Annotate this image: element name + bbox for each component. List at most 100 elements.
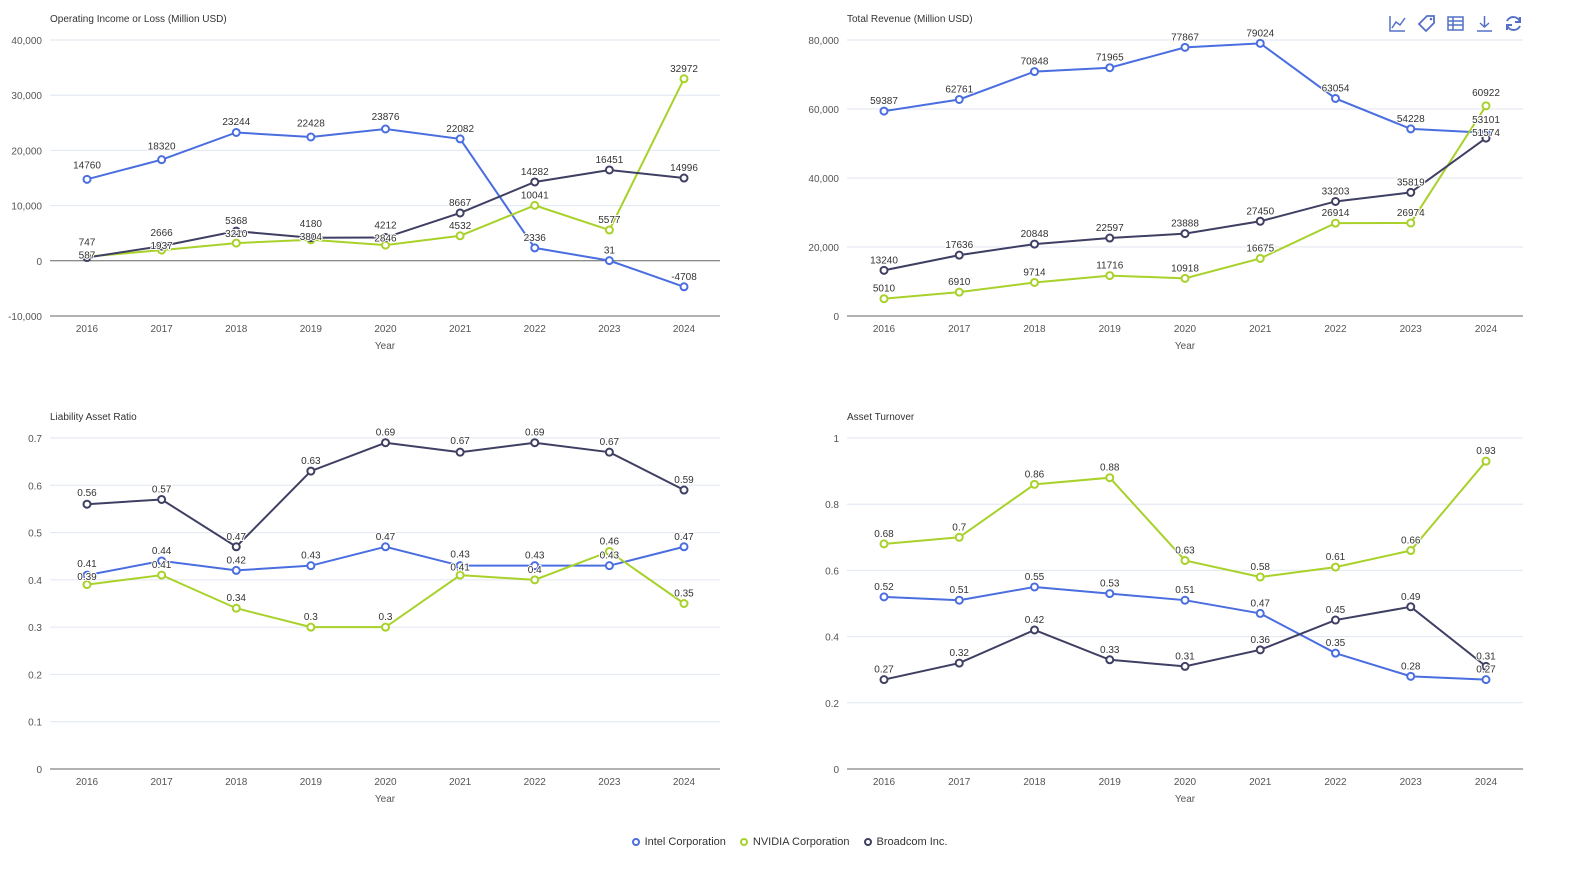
data-point[interactable] [879,294,889,304]
legend-item-broadcom[interactable]: Broadcom Inc. [863,836,947,848]
data-point[interactable] [954,287,964,297]
data-point[interactable] [879,106,889,116]
data-point[interactable] [679,485,689,495]
data-point[interactable] [530,438,540,448]
data-point[interactable] [1406,671,1416,681]
data-point[interactable] [1255,38,1265,48]
data-point[interactable] [381,124,390,134]
data-point[interactable] [306,561,316,571]
data-point[interactable] [1180,229,1190,239]
data-point[interactable] [1481,456,1491,466]
data-point[interactable] [1105,589,1115,599]
data-point[interactable] [455,208,465,218]
data-point[interactable] [455,570,465,580]
data-point[interactable] [1331,648,1340,658]
data-point[interactable] [1255,216,1265,226]
data-point[interactable] [1105,63,1115,73]
data-point[interactable] [879,265,889,275]
data-point[interactable] [604,447,614,457]
data-point[interactable] [954,532,964,542]
data-point[interactable] [157,556,167,566]
data-point[interactable] [1406,602,1416,612]
data-point[interactable] [679,173,689,183]
data-point[interactable] [954,595,964,605]
data-point[interactable] [1180,661,1190,671]
data-point[interactable] [231,127,241,137]
data-point[interactable] [679,282,689,292]
data-point[interactable] [954,658,964,668]
data-point[interactable] [455,134,465,144]
data-point[interactable] [1030,479,1039,489]
data-point[interactable] [82,499,92,509]
data-point[interactable] [530,243,540,253]
data-point[interactable] [1180,273,1190,283]
data-point[interactable] [604,165,614,175]
data-point[interactable] [1406,218,1416,228]
data-point[interactable] [954,250,964,260]
data-point[interactable] [1406,187,1416,197]
data-point[interactable] [1030,239,1039,249]
data-point[interactable] [1255,572,1265,582]
tag-icon[interactable] [1417,14,1436,33]
data-point[interactable] [157,241,167,251]
data-point[interactable] [604,225,614,235]
data-point[interactable] [455,447,465,457]
data-point[interactable] [530,200,540,210]
data-point[interactable] [1331,196,1340,206]
data-point[interactable] [82,570,92,580]
data-point[interactable] [1030,67,1039,77]
data-point[interactable] [306,233,316,243]
data-point[interactable] [306,132,316,142]
data-point[interactable] [306,466,316,476]
data-point[interactable] [1481,661,1491,671]
data-point[interactable] [157,570,167,580]
data-point[interactable] [679,599,689,608]
data-point[interactable] [1255,608,1265,618]
data-point[interactable] [1180,42,1190,52]
refresh-icon[interactable] [1504,14,1523,33]
data-point[interactable] [1406,124,1416,134]
data-point[interactable] [381,233,390,243]
data-point[interactable] [1331,615,1340,625]
data-point[interactable] [1331,562,1340,572]
data-point[interactable] [82,253,92,263]
data-point[interactable] [231,565,241,575]
data-point[interactable] [604,546,614,556]
data-point[interactable] [1331,218,1340,228]
data-point[interactable] [455,231,465,241]
data-point[interactable] [381,438,390,448]
data-point[interactable] [954,94,964,104]
data-point[interactable] [1030,277,1039,287]
data-point[interactable] [1180,595,1190,605]
data-point[interactable] [604,256,614,266]
data-point[interactable] [157,155,167,165]
data-point[interactable] [679,74,689,84]
data-point[interactable] [1481,133,1491,143]
data-point[interactable] [381,542,390,552]
data-point[interactable] [231,603,241,613]
data-point[interactable] [231,238,241,248]
legend-item-nvidia[interactable]: NVIDIA Corporation [739,836,850,848]
data-point[interactable] [530,561,540,571]
data-point[interactable] [1105,655,1115,665]
data-point[interactable] [879,592,889,602]
legend-item-intel[interactable]: Intel Corporation [631,836,726,848]
data-point[interactable] [679,542,689,552]
line-chart-icon[interactable] [1388,14,1407,33]
data-point[interactable] [1481,675,1491,685]
download-icon[interactable] [1475,14,1494,33]
data-point[interactable] [1105,473,1115,483]
data-point[interactable] [1481,101,1491,111]
data-point[interactable] [231,542,241,552]
data-point[interactable] [1180,555,1190,565]
data-point[interactable] [1105,271,1115,281]
data-point[interactable] [1030,582,1039,592]
data-point[interactable] [455,561,465,571]
data-point[interactable] [879,675,889,685]
data-point[interactable] [1406,546,1416,556]
data-point[interactable] [1331,93,1340,103]
data-point[interactable] [879,539,889,549]
data-point[interactable] [1030,625,1039,635]
data-point[interactable] [82,580,92,590]
data-point[interactable] [82,174,92,184]
